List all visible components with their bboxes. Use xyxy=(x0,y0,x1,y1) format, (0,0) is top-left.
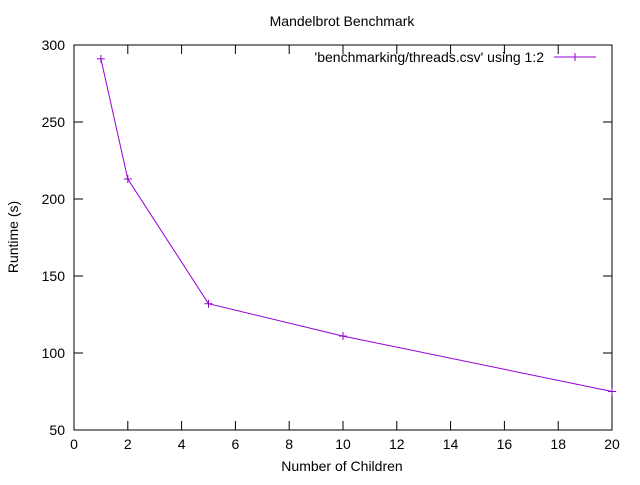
y-tick-label: 250 xyxy=(42,114,66,130)
plot-border xyxy=(73,44,613,431)
x-tick-label: 16 xyxy=(497,436,513,452)
x-axis-label: Number of Children xyxy=(281,458,402,474)
data-point xyxy=(96,54,105,63)
x-tick-label: 14 xyxy=(443,436,459,452)
x-tick-label: 18 xyxy=(550,436,566,452)
data-point xyxy=(608,387,616,396)
y-tick-label: 200 xyxy=(42,191,66,207)
chart-title: Mandelbrot Benchmark xyxy=(270,13,416,29)
y-tick-label: 100 xyxy=(42,345,66,361)
x-tick-label: 4 xyxy=(178,436,186,452)
x-tick-label: 20 xyxy=(604,436,620,452)
data-point xyxy=(204,299,213,308)
data-point xyxy=(339,332,347,341)
data-point xyxy=(123,174,132,183)
series-line xyxy=(100,58,613,392)
legend: 'benchmarking/threads.csv' using 1:2 xyxy=(315,49,596,65)
x-tick-label: 2 xyxy=(124,436,132,452)
y-tick-label: 150 xyxy=(42,268,66,284)
y-axis-label: Runtime (s) xyxy=(5,201,21,273)
legend-label: 'benchmarking/threads.csv' using 1:2 xyxy=(315,49,545,65)
x-tick-label: 6 xyxy=(232,436,240,452)
x-tick-label: 10 xyxy=(335,436,351,452)
y-tick-label: 50 xyxy=(49,422,65,438)
x-tick-label: 8 xyxy=(285,436,293,452)
series-layer xyxy=(96,54,616,396)
x-tick-label: 0 xyxy=(70,436,78,452)
axes: 0 2 4 6 8 10 12 14 16 18 20 50 100 150 200 250 300 xyxy=(42,37,620,452)
x-tick-label: 12 xyxy=(389,436,405,452)
y-tick-label: 300 xyxy=(42,37,66,53)
